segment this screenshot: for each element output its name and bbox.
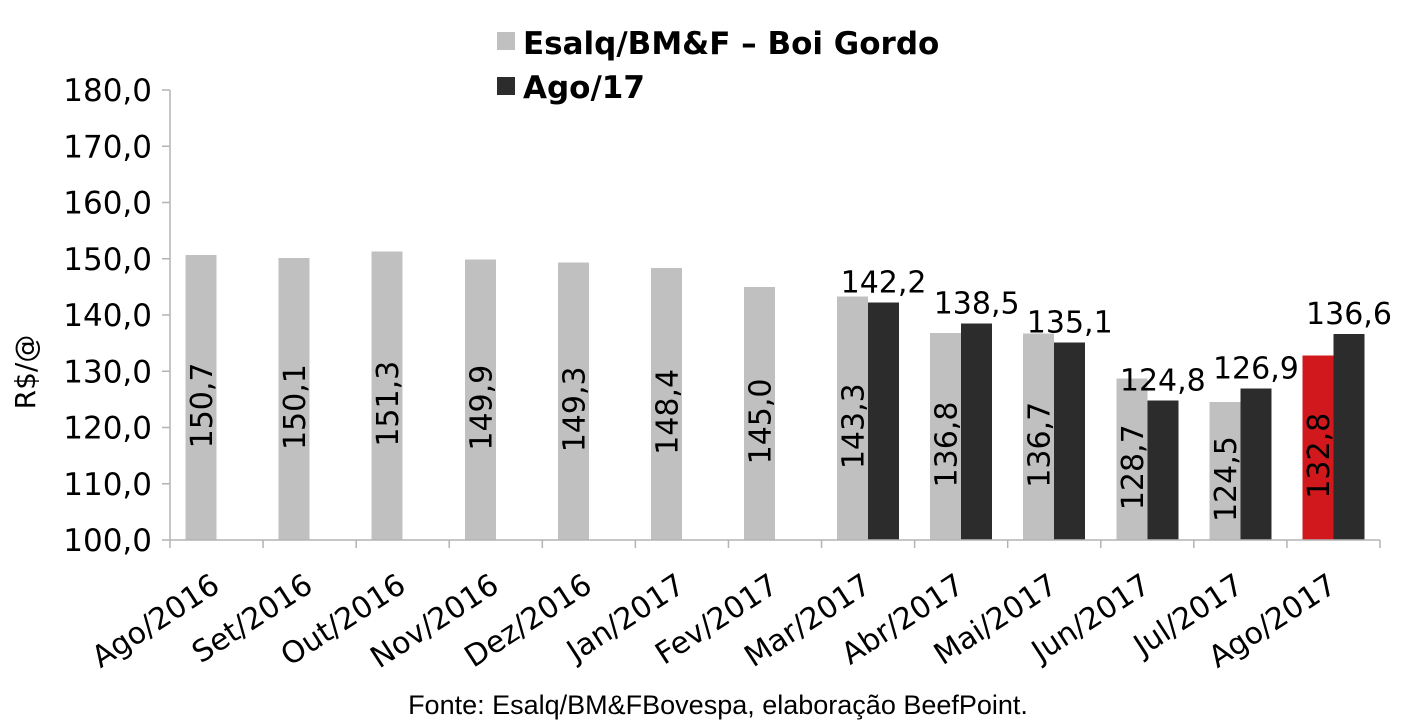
- bar-ago-17-ago-2017: [1333, 334, 1365, 540]
- legend-label-ago17: Ago/17: [523, 70, 645, 106]
- bar-esalq-bm-f-boi-gordo-fev-2017: [744, 286, 775, 540]
- y-tick-label: 170,0: [63, 129, 152, 165]
- data-label-esalq-bm-f-boi-gordo-mai-2017: 136,7: [1023, 402, 1058, 488]
- legend-label-esalq: Esalq/BM&F – Boi Gordo: [523, 26, 939, 62]
- legend-swatch-esalq: [497, 32, 515, 50]
- bar-esalq-bm-f-boi-gordo-ago-2017: [1302, 355, 1334, 540]
- legend-item-ago17: Ago/17: [497, 70, 645, 106]
- bar-esalq-bm-f-boi-gordo-jul-2017: [1209, 402, 1241, 540]
- data-label-esalq-bm-f-boi-gordo-jan-2017: 148,4: [650, 369, 685, 455]
- bar-esalq-bm-f-boi-gordo-set-2016: [278, 258, 310, 540]
- bar-esalq-bm-f-boi-gordo-mai-2017: [1023, 333, 1055, 540]
- y-tick-label: 180,0: [63, 73, 152, 109]
- bar-esalq-bm-f-boi-gordo-mar-2017: [837, 296, 869, 540]
- data-label-ago-17-ago-2017: 136,6: [1306, 297, 1392, 332]
- bar-ago-17-mai-2017: [1054, 342, 1086, 540]
- bar-esalq-bm-f-boi-gordo-ago-2016: [185, 254, 217, 540]
- y-tick-label: 110,0: [63, 467, 152, 503]
- bar-esalq-bm-f-boi-gordo-jun-2017: [1116, 378, 1148, 540]
- bar-ago-17-abr-2017: [961, 323, 993, 540]
- data-label-ago-17-mar-2017: 142,2: [841, 266, 927, 301]
- bars: [185, 251, 1365, 540]
- y-tick-label: 100,0: [63, 523, 152, 559]
- data-label-ago-17-mai-2017: 135,1: [1027, 306, 1113, 341]
- data-label-ago-17-jun-2017: 124,8: [1120, 364, 1206, 399]
- bar-esalq-bm-f-boi-gordo-jan-2017: [650, 267, 682, 540]
- legend: Esalq/BM&F – Boi Gordo Ago/17: [497, 26, 939, 106]
- data-labels: 150,7 150,1 151,3 149,9 149,3 148,4 145,0 143,3…: [185, 266, 1392, 522]
- y-tick-label: 120,0: [63, 411, 152, 447]
- legend-item-esalq: Esalq/BM&F – Boi Gordo: [497, 26, 939, 62]
- y-tick-label: 130,0: [63, 354, 152, 390]
- data-label-esalq-bm-f-boi-gordo-mar-2017: 143,3: [837, 383, 872, 469]
- data-label-esalq-bm-f-boi-gordo-jun-2017: 128,7: [1116, 424, 1151, 510]
- data-label-esalq-bm-f-boi-gordo-jul-2017: 124,5: [1209, 436, 1244, 522]
- data-label-ago-17-jul-2017: 126,9: [1213, 352, 1299, 387]
- data-label-esalq-bm-f-boi-gordo-out-2016: 151,3: [371, 361, 406, 447]
- bar-ago-17-mar-2017: [868, 302, 900, 540]
- data-label-esalq-bm-f-boi-gordo-ago-2017: 132,8: [1302, 413, 1337, 499]
- legend-swatch-ago17: [497, 77, 515, 95]
- y-tick-label: 140,0: [63, 298, 152, 334]
- bar-esalq-bm-f-boi-gordo-nov-2016: [464, 259, 496, 540]
- data-label-esalq-bm-f-boi-gordo-abr-2017: 136,8: [930, 402, 965, 488]
- data-label-esalq-bm-f-boi-gordo-set-2016: 150,1: [278, 364, 313, 450]
- y-tick-label: 160,0: [63, 186, 152, 222]
- data-label-ago-17-abr-2017: 138,5: [934, 286, 1020, 321]
- bar-esalq-bm-f-boi-gordo-dez-2016: [557, 262, 589, 540]
- source-note: Fonte: Esalq/BM&FBovespa, elaboração Bee…: [408, 690, 1028, 720]
- data-label-esalq-bm-f-boi-gordo-fev-2017: 145,0: [744, 378, 779, 464]
- data-label-esalq-bm-f-boi-gordo-dez-2016: 149,3: [557, 366, 592, 452]
- bar-ago-17-jul-2017: [1240, 388, 1272, 540]
- data-label-esalq-bm-f-boi-gordo-nov-2016: 149,9: [464, 365, 499, 451]
- y-axis-label: R$/@: [9, 335, 42, 410]
- data-label-esalq-bm-f-boi-gordo-ago-2016: 150,7: [185, 362, 220, 448]
- bar-ago-17-jun-2017: [1147, 400, 1179, 540]
- bar-esalq-bm-f-boi-gordo-abr-2017: [930, 333, 962, 540]
- y-tick-label: 150,0: [63, 242, 152, 278]
- bar-esalq-bm-f-boi-gordo-out-2016: [371, 251, 403, 540]
